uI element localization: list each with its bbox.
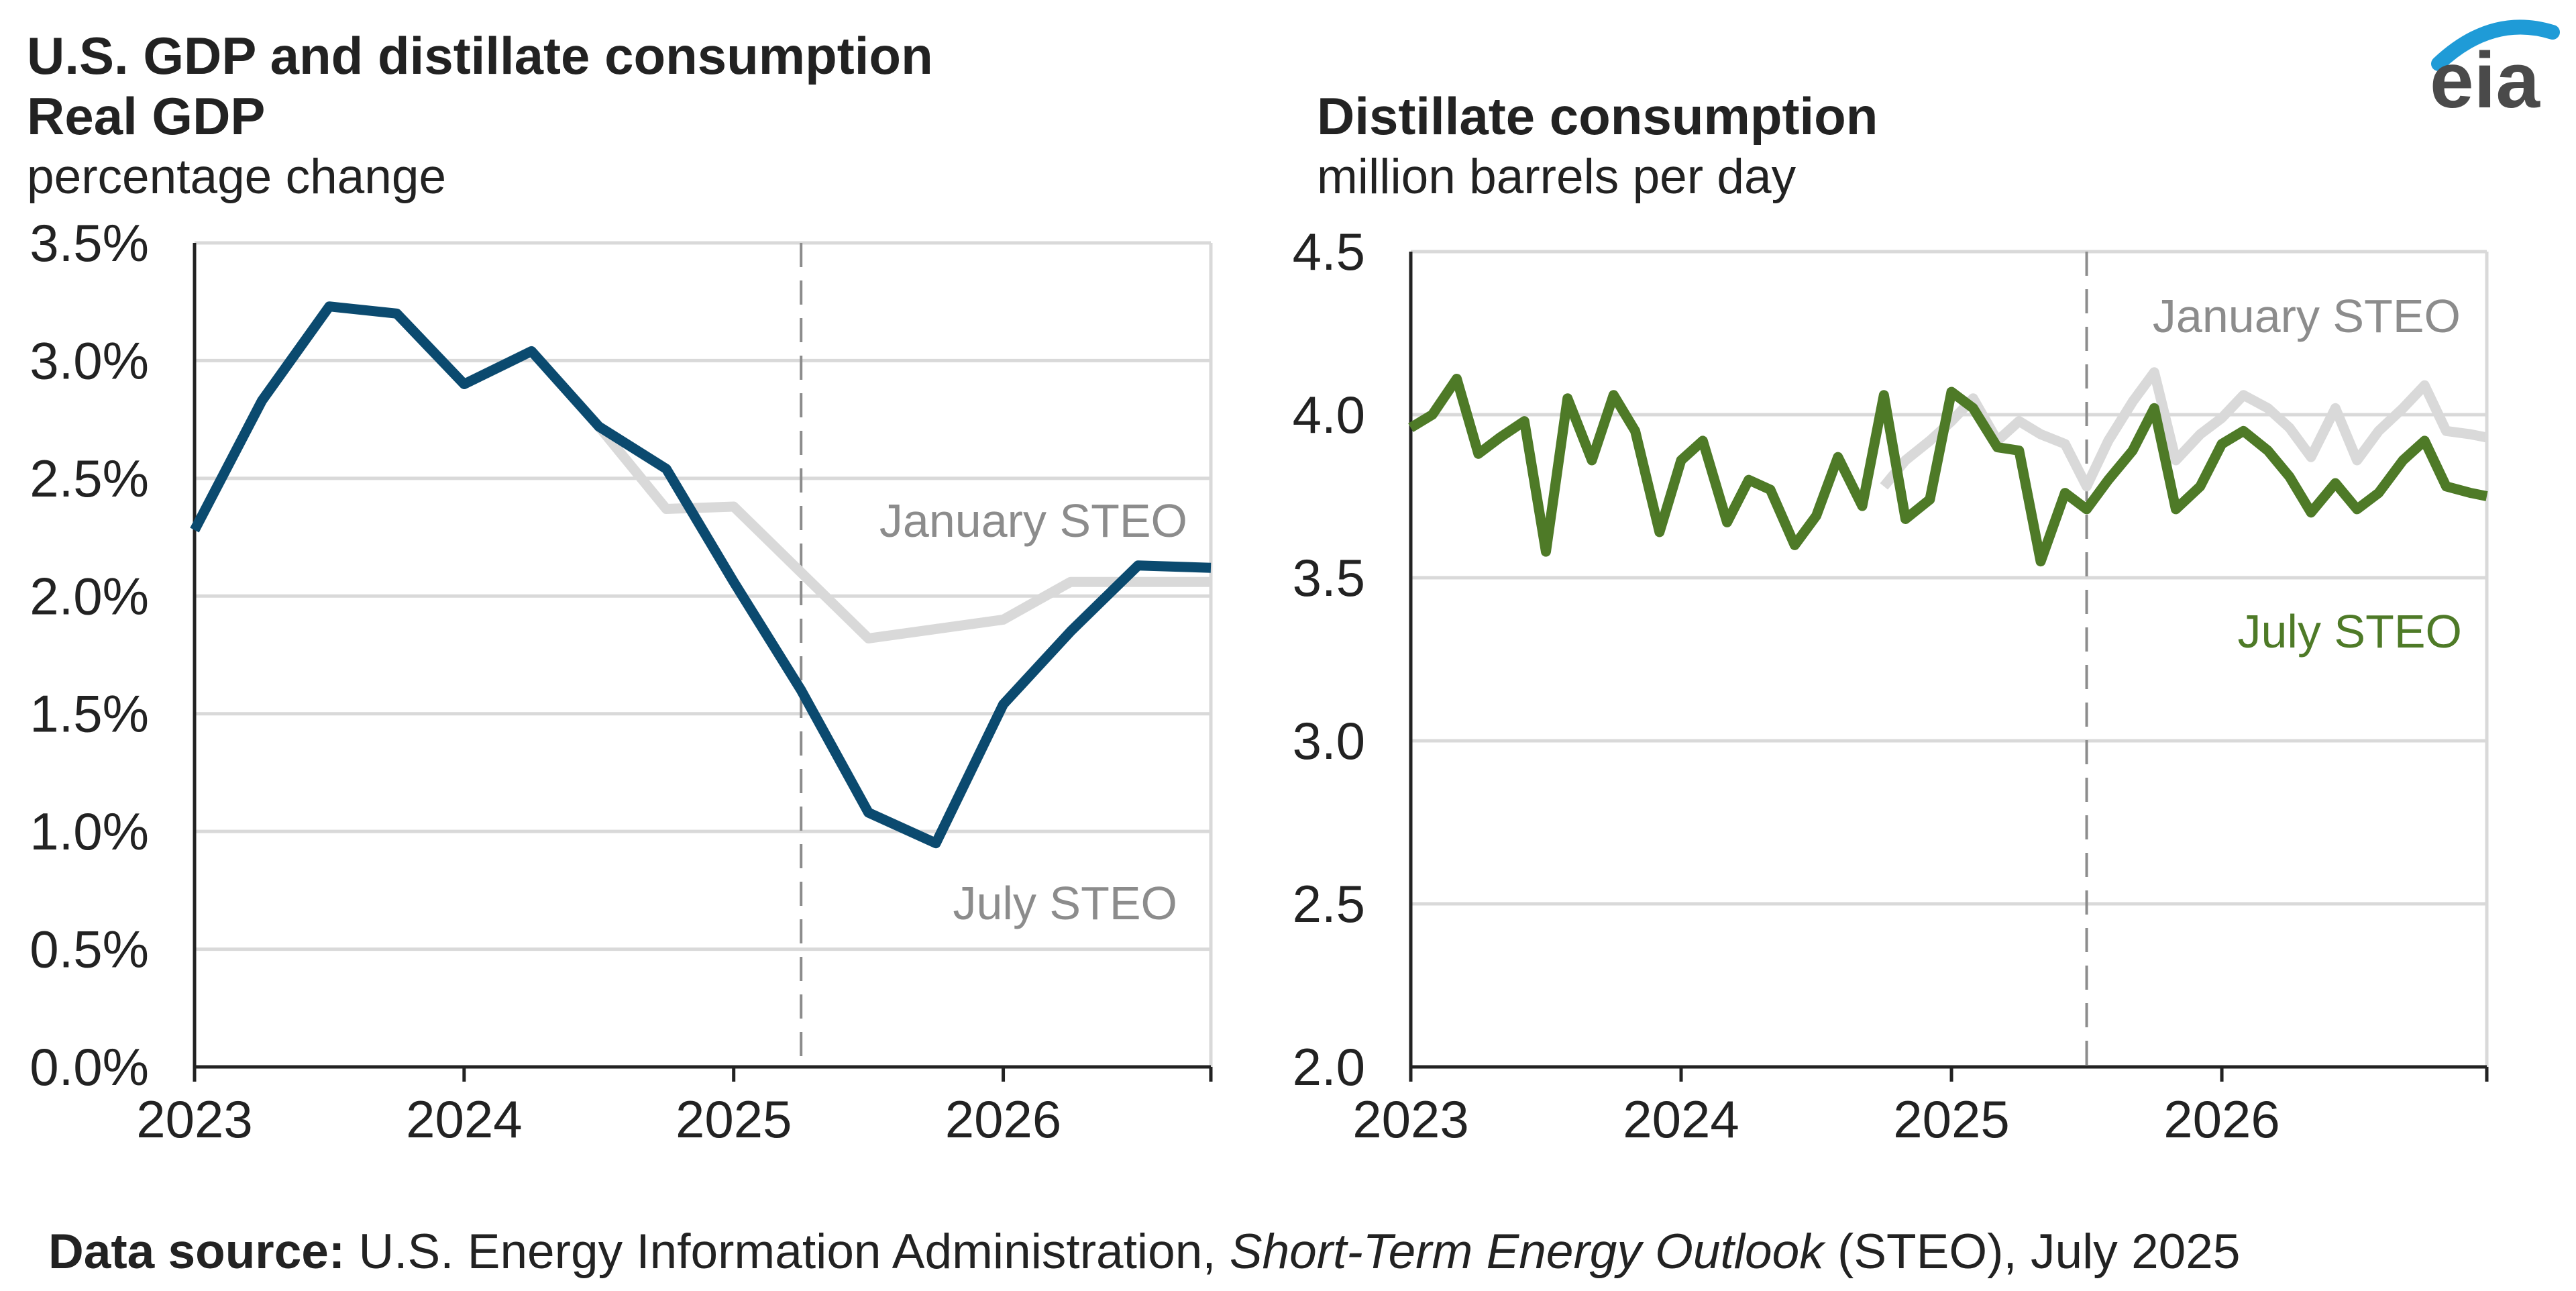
series-line-july-steo <box>190 301 1212 849</box>
y-tick-label: 4.5 <box>1293 222 1365 281</box>
distillate-chart: 2.0 2.5 3.0 3.5 4.0 4.5 2023 2024 2025 2026 Januar… <box>1293 222 2489 1149</box>
left-chart-ylabel: percentage change <box>27 150 446 204</box>
y-tick-label: 2.5 <box>1293 874 1365 933</box>
annotation-january-steo: January STEO <box>2153 290 2461 342</box>
x-tick-label: 2026 <box>2163 1090 2280 1149</box>
eia-logo-arc-icon <box>2431 19 2560 71</box>
y-tick-label: 4.0 <box>1293 385 1365 444</box>
x-tick-label: 2024 <box>406 1090 523 1149</box>
series-line-july-steo <box>1408 374 2488 567</box>
annotation-july-steo: July STEO <box>2237 605 2462 658</box>
y-tick-label: 1.0% <box>30 802 149 861</box>
eia-logo-text: eia <box>2430 36 2540 125</box>
data-source: Data source: U.S. Energy Information Adm… <box>48 1225 2240 1279</box>
y-tick-label: 0.5% <box>30 920 149 979</box>
left-chart-title: Real GDP <box>27 87 265 146</box>
right-chart-title: Distillate consumption <box>1317 87 1878 146</box>
x-tick-label: 2024 <box>1623 1090 1739 1149</box>
y-tick-label: 2.0% <box>30 566 149 625</box>
y-tick-label: 2.5% <box>30 449 149 508</box>
data-source-label: Data source: <box>48 1225 345 1279</box>
x-tick-label: 2026 <box>945 1090 1062 1149</box>
y-tick-label: 3.5 <box>1293 548 1365 607</box>
right-chart-ylabel: million barrels per day <box>1317 150 1796 204</box>
x-tick-label: 2025 <box>1893 1090 2010 1149</box>
annotation-july-steo: July STEO <box>953 877 1177 929</box>
eia-logo: eia <box>2430 19 2560 125</box>
data-source-post: (STEO), July 2025 <box>1837 1225 2240 1279</box>
y-tick-label: 2.0 <box>1293 1037 1365 1096</box>
data-source-italic: Short-Term Energy Outlook <box>1230 1225 1826 1279</box>
x-tick-label: 2023 <box>1352 1090 1469 1149</box>
annotation-january-steo: January STEO <box>879 495 1187 547</box>
y-tick-label: 0.0% <box>30 1037 149 1096</box>
y-tick-label: 3.0 <box>1293 711 1365 770</box>
x-tick-label: 2023 <box>136 1090 253 1149</box>
y-tick-label: 1.5% <box>30 684 149 743</box>
gdp-chart: 0.0% 0.5% 1.0% 1.5% 2.0% 2.5% 3.0% 3.5% 2023 2024… <box>30 213 1213 1149</box>
series-line-january-steo <box>594 423 1211 643</box>
y-tick-label: 3.0% <box>30 331 149 390</box>
x-tick-label: 2025 <box>676 1090 792 1149</box>
data-source-pre: U.S. Energy Information Administration, <box>359 1225 1216 1279</box>
y-tick-label: 3.5% <box>30 213 149 272</box>
figure-title: U.S. GDP and distillate consumption <box>27 26 933 85</box>
